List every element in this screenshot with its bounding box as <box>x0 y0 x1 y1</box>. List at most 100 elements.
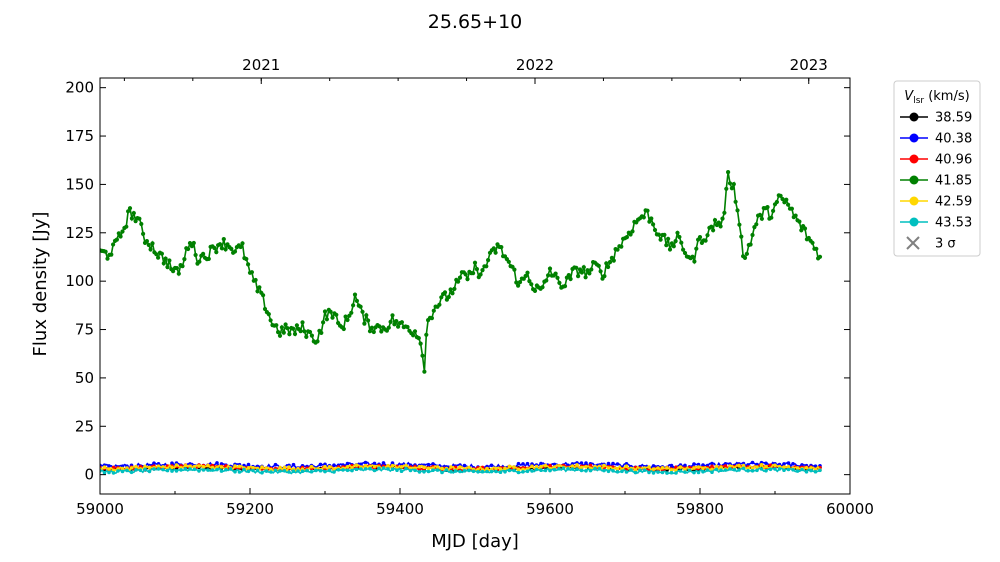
data-point <box>472 260 478 265</box>
data-point <box>276 330 281 335</box>
data-point <box>439 295 444 300</box>
x-axis-label: MJD [day] <box>431 531 519 552</box>
series-41-85 <box>100 170 823 374</box>
data-point <box>701 466 705 471</box>
data-point <box>478 272 483 277</box>
data-point <box>728 467 732 471</box>
data-point <box>332 470 336 474</box>
data-point <box>656 232 661 237</box>
data-point <box>731 182 736 187</box>
data-point <box>746 468 750 473</box>
data-point <box>503 466 507 471</box>
data-point <box>485 466 489 471</box>
data-point <box>405 324 410 330</box>
data-point <box>553 271 558 276</box>
data-point <box>719 465 723 470</box>
data-point <box>615 466 620 471</box>
data-point <box>237 470 242 474</box>
y-axis-label: Flux density [Jy] <box>30 212 51 357</box>
data-point <box>321 320 326 325</box>
data-point <box>517 280 523 285</box>
data-point <box>147 469 152 474</box>
data-point <box>669 468 674 472</box>
data-point <box>679 240 684 245</box>
data-point <box>446 294 451 300</box>
data-point <box>188 467 192 471</box>
data-point <box>800 463 804 467</box>
data-point <box>673 239 678 244</box>
data-point <box>548 463 552 468</box>
data-point <box>424 332 429 337</box>
data-point <box>300 469 305 474</box>
data-point <box>120 229 125 234</box>
data-point <box>156 467 161 471</box>
data-point <box>399 469 404 474</box>
data-point <box>687 468 692 473</box>
data-point <box>583 275 588 280</box>
data-point <box>219 469 224 473</box>
data-point <box>318 462 323 467</box>
x-tick-label: 59800 <box>676 500 724 518</box>
data-point <box>728 464 732 468</box>
data-point <box>799 228 804 233</box>
data-point <box>757 212 763 217</box>
data-point <box>260 470 264 475</box>
x-tick-label: 59400 <box>376 500 424 518</box>
data-point <box>129 470 134 475</box>
data-point <box>724 186 729 191</box>
data-point <box>210 468 215 472</box>
data-point <box>667 247 673 252</box>
data-point <box>137 216 142 221</box>
data-point <box>279 325 284 330</box>
data-point <box>630 229 635 234</box>
data-point <box>584 465 588 469</box>
data-point <box>692 462 696 466</box>
data-point <box>285 326 290 331</box>
data-point <box>255 468 260 473</box>
data-point <box>381 466 386 470</box>
data-point <box>604 261 609 266</box>
series-43-53 <box>100 466 822 475</box>
data-point <box>255 289 260 294</box>
data-point <box>186 246 191 252</box>
data-point <box>129 466 134 470</box>
data-point <box>696 470 701 475</box>
data-point <box>240 241 245 246</box>
data-point <box>294 323 299 328</box>
data-point <box>539 464 543 469</box>
legend-marker <box>909 133 919 143</box>
data-point <box>367 329 373 334</box>
data-point <box>237 464 242 469</box>
data-point <box>629 468 633 472</box>
data-point <box>681 247 686 252</box>
data-point <box>804 466 809 470</box>
data-point <box>363 467 368 471</box>
data-point <box>651 471 656 475</box>
data-point <box>710 470 714 475</box>
data-point <box>786 465 791 469</box>
data-point <box>215 467 219 472</box>
data-point <box>677 234 682 240</box>
data-point <box>206 463 210 468</box>
data-point <box>116 231 121 236</box>
y-tick-label: 0 <box>84 466 94 484</box>
data-point <box>274 323 279 328</box>
data-point <box>602 463 606 468</box>
data-point <box>587 271 592 276</box>
data-point <box>566 273 571 278</box>
data-point <box>741 466 746 471</box>
data-point <box>791 468 795 472</box>
data-point <box>431 468 435 473</box>
data-point <box>440 470 444 475</box>
data-point <box>678 465 683 469</box>
y-tick-label: 100 <box>65 272 94 290</box>
data-point <box>489 469 494 474</box>
data-point <box>710 461 714 466</box>
data-point <box>399 320 404 325</box>
data-point <box>390 467 395 472</box>
data-point <box>579 270 585 275</box>
legend-label: 41.85 <box>935 174 972 189</box>
data-point <box>683 467 687 472</box>
data-point <box>372 464 377 469</box>
data-point <box>217 242 223 247</box>
